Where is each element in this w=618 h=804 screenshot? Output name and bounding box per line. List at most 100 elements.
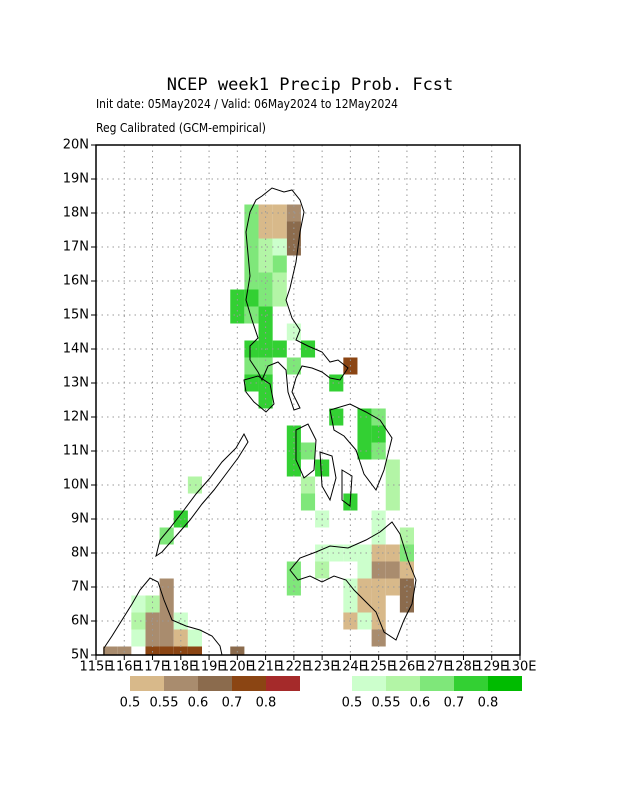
dry-cell: [187, 646, 202, 655]
dry-cell: [357, 595, 372, 613]
wet-cell: [357, 425, 372, 443]
wet-cell: [357, 561, 372, 579]
color-bar-label: 0.7: [444, 696, 465, 711]
wet-cell: [343, 595, 358, 613]
y-tick-label: 12N: [63, 410, 89, 425]
dry-cell: [385, 544, 400, 562]
y-tick-label: 13N: [63, 376, 89, 391]
color-bar-label: 0.6: [410, 696, 431, 711]
subtitle: Init date: 05May2024 / Valid: 06May2024 …: [96, 97, 398, 111]
wet-cell: [371, 408, 386, 426]
color-bar-label: 0.8: [478, 696, 499, 711]
dry-cell: [286, 221, 301, 239]
wet-cell: [244, 289, 259, 307]
dry-cell: [399, 578, 414, 596]
dry-cell: [258, 204, 273, 222]
wet-cell: [258, 289, 273, 307]
coast-palawan: [155, 432, 249, 558]
y-tick-label: 16N: [63, 274, 89, 289]
wet-cell: [286, 459, 301, 477]
color-bar-box: [130, 676, 164, 691]
color-bar-box: [352, 676, 386, 691]
wet-cell: [187, 629, 202, 647]
dry-cell: [145, 629, 160, 647]
y-tick-label: 11N: [63, 444, 89, 459]
wet-cell: [244, 357, 259, 375]
wet-cell: [258, 391, 273, 409]
wet-cell: [300, 476, 316, 494]
wet-cell: [187, 476, 202, 494]
wet-cell: [244, 255, 259, 273]
y-tick-label: 15N: [63, 308, 89, 323]
color-bar-label: 0.55: [372, 696, 401, 711]
wet-cell: [272, 272, 287, 290]
wet-cell: [131, 629, 146, 647]
x-tick-label: 116E: [108, 660, 141, 675]
wet-cell: [230, 289, 245, 307]
color-bar-box: [198, 676, 232, 691]
coast-mindanao: [289, 521, 417, 641]
x-tick-label: 119E: [193, 660, 226, 675]
y-tick-label: 17N: [63, 240, 89, 255]
wet-cell: [357, 442, 372, 460]
dry-cell: [145, 612, 160, 630]
color-bar-label: 0.8: [256, 696, 277, 711]
dry-cell: [399, 595, 414, 613]
dry-cell: [272, 221, 287, 239]
dry-cell: [258, 221, 273, 239]
wet-cell: [131, 612, 146, 630]
x-tick-label: 130E: [503, 660, 536, 675]
color-bar-box: [454, 676, 488, 691]
wet-cell: [272, 289, 287, 307]
dry-cell: [385, 578, 400, 596]
wet-cell: [385, 459, 400, 477]
axis-layer: 115E116E117E118E119E120E121E122E123E124E…: [63, 138, 537, 675]
dry-cell: [371, 595, 386, 613]
dry-cell: [385, 561, 400, 579]
y-tick-label: 19N: [63, 172, 89, 187]
wet-cell: [371, 425, 386, 443]
x-tick-label: 128E: [447, 660, 480, 675]
y-tick-label: 10N: [63, 478, 89, 493]
x-tick-label: 129E: [475, 660, 508, 675]
wet-cell: [385, 493, 400, 511]
y-tick-label: 18N: [63, 206, 89, 221]
wet-cell: [286, 578, 301, 596]
dry-cell: [159, 595, 174, 613]
wet-cell: [329, 374, 344, 392]
dry-cell: [371, 612, 386, 630]
dry-cell: [159, 612, 174, 630]
wet-cell: [258, 272, 273, 290]
chart-title: NCEP week1 Precip Prob. Fcst: [167, 75, 454, 95]
wet-cell: [371, 442, 386, 460]
dry-cell: [103, 646, 118, 655]
wet-cell: [258, 238, 273, 256]
wet-cell: [244, 221, 259, 239]
x-tick-label: 117E: [136, 660, 169, 675]
x-tick-label: 125E: [362, 660, 395, 675]
dry-cell: [371, 578, 386, 596]
dry-cell: [159, 629, 174, 647]
wet-cell: [159, 527, 174, 545]
y-tick-label: 20N: [63, 138, 89, 153]
x-tick-label: 122E: [277, 660, 310, 675]
wet-cell: [329, 544, 344, 562]
dry-cell: [173, 646, 188, 655]
x-tick-label: 127E: [419, 660, 452, 675]
dry-cell: [173, 629, 188, 647]
color-bar-box: [420, 676, 454, 691]
color-bar-box: [386, 676, 420, 691]
dry-cell: [159, 578, 174, 596]
wet-cell: [230, 306, 245, 324]
coast-borneo: [103, 577, 223, 656]
color-bar-label: 0.5: [342, 696, 363, 711]
wet-cell: [300, 493, 316, 511]
color-bar-label: 0.55: [150, 696, 179, 711]
x-tick-label: 120E: [221, 660, 254, 675]
plot-frame: [95, 144, 521, 656]
dry-cell: [117, 646, 132, 655]
wet-cell: [258, 255, 273, 273]
color-bar-label: 0.7: [222, 696, 243, 711]
dry-cell: [272, 204, 287, 222]
